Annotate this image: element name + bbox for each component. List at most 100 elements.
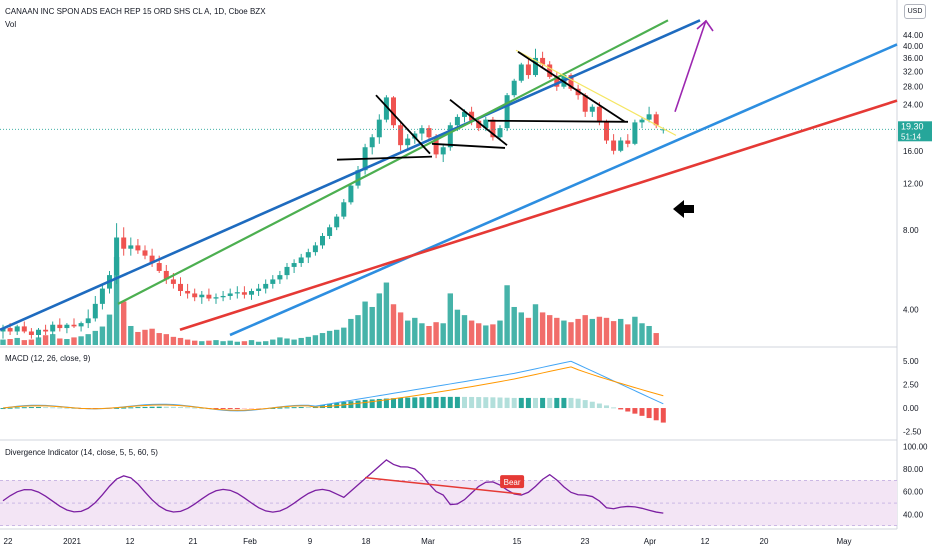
macd-histogram-bar <box>405 397 411 409</box>
volume-bar <box>305 336 311 345</box>
projection-arrow-head <box>696 19 714 32</box>
signal-line <box>2 366 664 411</box>
volume-bar <box>504 285 510 345</box>
volume-bar <box>419 323 425 345</box>
candle-body <box>78 323 84 327</box>
middle-channel-line <box>229 43 898 337</box>
volume-bar <box>447 293 453 345</box>
candle-body <box>433 137 439 155</box>
volume-bar <box>397 312 404 345</box>
macd-histogram-bar <box>213 408 219 410</box>
price-tick-label: 24.00 <box>903 100 924 109</box>
macd-histogram-bar <box>398 397 404 409</box>
candle-body <box>348 185 354 203</box>
candle-body <box>135 245 141 251</box>
candle-body <box>213 297 219 299</box>
candle-body <box>483 119 489 129</box>
macd-histogram-bar <box>348 401 354 409</box>
macd-histogram-bar <box>227 408 233 410</box>
candle-body <box>85 318 91 324</box>
volume-bar <box>646 325 652 345</box>
volume-bar <box>476 323 482 345</box>
macd-histogram-bar <box>582 400 588 409</box>
candle-body <box>476 120 482 129</box>
candle-body <box>497 128 503 138</box>
candle-body <box>114 237 120 276</box>
volume-bar <box>383 282 390 345</box>
macd-histogram-bar <box>596 403 602 409</box>
macd-histogram-bar <box>135 407 141 409</box>
candle-body <box>142 250 148 256</box>
projection-arrow <box>674 20 707 112</box>
macd-histogram-bar <box>454 396 460 409</box>
candle-body <box>206 294 212 299</box>
price-badge-countdown: 51:14 <box>901 132 922 141</box>
volume-bar <box>57 338 63 345</box>
volume-bar <box>568 322 574 345</box>
candle-body <box>604 122 609 141</box>
volume-bar <box>582 315 588 345</box>
volume-bar <box>206 340 212 345</box>
time-axis-label: May <box>836 537 851 546</box>
candle-body <box>511 80 517 96</box>
candle-body <box>28 331 34 335</box>
time-axis-label: Mar <box>421 537 435 546</box>
candle-body <box>646 114 652 120</box>
candle-body <box>284 266 290 276</box>
macd-histogram-bar <box>284 407 290 409</box>
macd-histogram-bar <box>660 408 666 423</box>
price-tick-label: 12.00 <box>903 180 924 189</box>
macd-histogram-bar <box>114 407 120 409</box>
chart-title: CANAAN INC SPON ADS EACH REP 15 ORD SHS … <box>5 7 266 16</box>
candle-body <box>547 64 553 77</box>
macd-histogram-bar <box>156 406 162 409</box>
macd-histogram-bar <box>653 408 659 421</box>
candle-body <box>64 324 70 329</box>
volume-bar <box>341 327 347 345</box>
macd-histogram-bar <box>28 407 34 409</box>
candle-body <box>227 293 233 296</box>
macd-histogram-bar <box>547 397 553 409</box>
macd-histogram-bar <box>540 397 546 409</box>
candle-body <box>653 114 659 126</box>
volume-bar <box>291 339 297 345</box>
candle-body <box>71 324 77 327</box>
bear-divergence-line <box>365 476 522 495</box>
divergence-oscillator-line <box>2 459 664 514</box>
time-axis-label: 15 <box>513 537 522 546</box>
macd-histogram-bar <box>412 397 418 409</box>
volume-bar <box>334 329 340 345</box>
volume-bar <box>270 339 276 345</box>
candle-body <box>540 57 546 65</box>
volume-bar <box>454 309 461 345</box>
candle-body <box>426 128 432 138</box>
macd-histogram-bar <box>185 407 191 409</box>
candle-body <box>99 288 105 304</box>
price-tick-label: 4.00 <box>903 305 919 314</box>
pointer-arrow <box>673 200 694 218</box>
candle-body <box>298 257 304 264</box>
macd-histogram-bar <box>277 407 283 409</box>
macd-histogram-bar <box>71 407 77 409</box>
volume-bar <box>184 339 191 345</box>
volume-bar <box>177 337 184 345</box>
volume-bar <box>277 337 283 345</box>
candle-body <box>270 279 276 284</box>
time-axis-label: 12 <box>126 537 135 546</box>
macd-histogram-bar <box>163 406 169 409</box>
candle-body <box>355 170 361 186</box>
volume-bar <box>426 325 432 345</box>
volume-bar <box>163 334 169 345</box>
currency-badge[interactable]: USD <box>904 4 926 19</box>
green-trend-line <box>117 19 669 305</box>
divergence-tick-label: 60.00 <box>903 488 924 497</box>
volume-bar <box>21 340 27 345</box>
volume-bar <box>7 339 13 345</box>
volume-bar <box>227 340 233 345</box>
macd-histogram-bar <box>604 405 609 409</box>
volume-bar <box>312 335 319 345</box>
price-tick-label: 36.00 <box>903 54 924 63</box>
macd-histogram-bar <box>462 396 467 409</box>
time-axis-label: 21 <box>189 537 198 546</box>
macd-histogram-bar <box>440 396 446 409</box>
